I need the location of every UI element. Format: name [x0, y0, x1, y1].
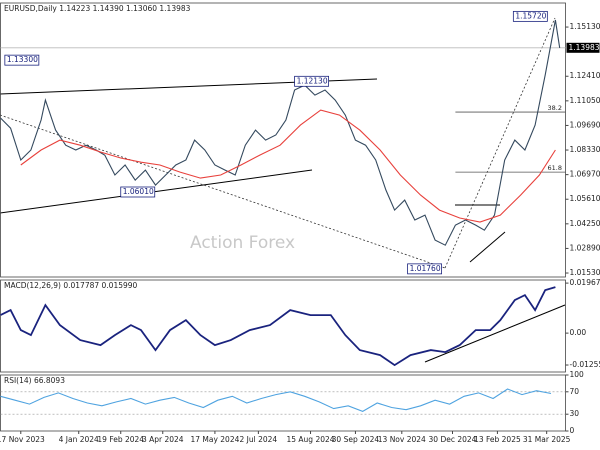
series-line	[0, 19, 561, 246]
rsi-panel	[0, 374, 566, 432]
x-tick-label: 15 Aug 2024	[287, 435, 335, 444]
y-tick-label: 1.11050	[570, 96, 600, 105]
lower-trendline	[0, 169, 313, 214]
price-label: 1.06010	[123, 187, 154, 196]
y-tick-label: 0	[570, 426, 575, 435]
price-panel	[0, 2, 566, 278]
price-label: 1.13300	[7, 55, 38, 64]
rsi-title: RSI(14) 66.8093	[4, 376, 65, 385]
x-tick-label: 31 Mar 2025	[523, 435, 571, 444]
y-tick-label: 1.08330	[570, 145, 600, 154]
macd-panel	[0, 279, 566, 373]
channel-line	[469, 231, 506, 263]
fib-label: 38.2	[548, 104, 562, 112]
price-label-box	[120, 186, 156, 198]
y-tick-label: 70	[570, 387, 580, 396]
y-tick-label: 1.02890	[570, 243, 600, 252]
y-tick-label: 1.05610	[570, 194, 600, 203]
y-tick-label: 0.00	[570, 328, 587, 337]
y-tick-label: 0.019679	[570, 278, 600, 287]
current-price-box	[566, 42, 600, 53]
y-tick-label: 100	[570, 370, 585, 379]
series-line	[20, 109, 556, 223]
watermark: Action Forex	[190, 233, 295, 253]
x-tick-label: 13 Nov 2024	[378, 435, 426, 444]
x-tick-label: 30 Sep 2024	[332, 435, 380, 444]
series-line	[0, 286, 556, 367]
x-tick-label: 3 Apr 2024	[142, 435, 184, 444]
price-label: 1.15720	[515, 11, 546, 20]
x-tick-label: 17 May 2024	[190, 435, 239, 444]
y-tick-label: 30	[570, 409, 580, 418]
x-tick-label: 4 Jan 2024	[59, 435, 99, 444]
y-tick-label: 1.06970	[570, 170, 600, 179]
price-label: 1.12130	[297, 76, 328, 85]
price-label: 1.01760	[410, 264, 441, 273]
price-label-box	[512, 10, 548, 22]
price-label-box	[4, 54, 40, 66]
dashed-trendline	[0, 114, 446, 269]
y-tick-label: -0.012552	[570, 360, 600, 369]
y-tick-label: 1.12410	[570, 71, 600, 80]
price-label-box	[294, 75, 329, 87]
chart-title: EURUSD,Daily 1.14223 1.14390 1.13060 1.1…	[4, 4, 191, 13]
dashed-trendline	[444, 17, 556, 269]
macd-title: MACD(12,26,9) 0.017787 0.015990	[4, 281, 138, 290]
series-line	[0, 388, 552, 413]
x-tick-label: 2 Jul 2024	[240, 435, 278, 444]
x-tick-label: 17 Nov 2023	[0, 435, 45, 444]
y-tick-label: 1.15130	[570, 22, 600, 31]
macd-trendline	[424, 304, 566, 363]
x-tick-label: 19 Feb 2024	[97, 435, 144, 444]
fib-label: 61.8	[548, 164, 562, 172]
y-tick-label: 1.01530	[570, 268, 600, 277]
x-tick-label: 13 Feb 2025	[474, 435, 521, 444]
price-label-box	[407, 263, 442, 275]
current-price-label: 1.13983	[569, 43, 600, 52]
y-tick-label: 1.09690	[570, 120, 600, 129]
y-tick-label: 1.04250	[570, 219, 600, 228]
x-tick-label: 30 Dec 2024	[429, 435, 477, 444]
